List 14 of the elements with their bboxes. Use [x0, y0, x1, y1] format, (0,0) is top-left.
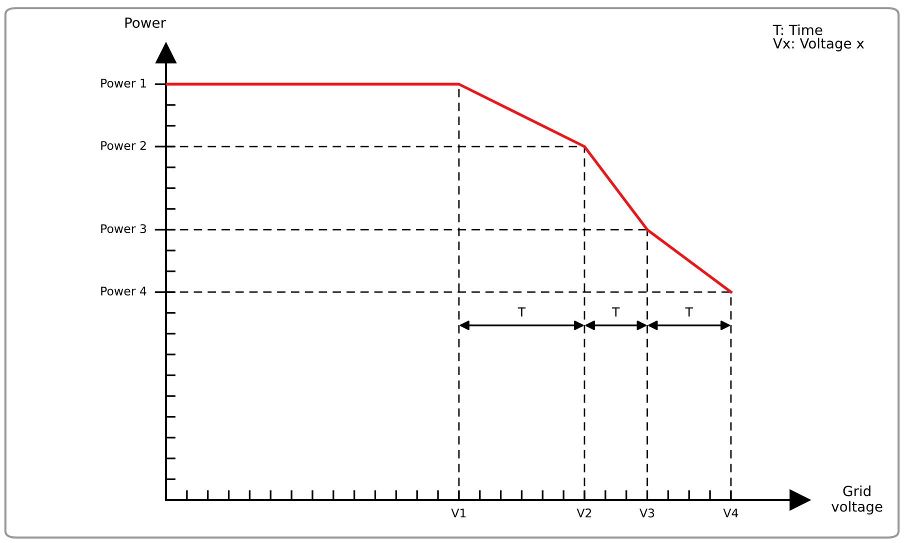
- annotation: T: [685, 307, 693, 317]
- annotation: T: [612, 307, 620, 317]
- x-tick-label: V2: [576, 508, 592, 518]
- ref-line-label: Power 2: [101, 141, 146, 150]
- x-tick-label: V1: [451, 508, 466, 518]
- x-tick-label: V4: [723, 508, 738, 518]
- y-axis-title: Power: [125, 18, 166, 28]
- ref-line-label: Power 1: [101, 78, 146, 88]
- text: T: Time Vx: Voltage x: [772, 24, 864, 52]
- ref-line-label: Power 4: [101, 286, 146, 296]
- ref-line-label: Power 3: [101, 224, 146, 234]
- annotation: T: [518, 307, 526, 317]
- text: Grid voltage: [832, 486, 882, 514]
- x-tick-label: V3: [640, 508, 654, 518]
